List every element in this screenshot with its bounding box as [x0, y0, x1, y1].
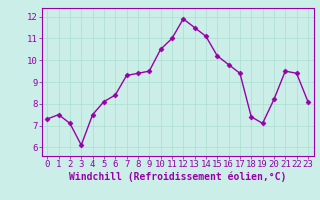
X-axis label: Windchill (Refroidissement éolien,°C): Windchill (Refroidissement éolien,°C) — [69, 172, 286, 182]
